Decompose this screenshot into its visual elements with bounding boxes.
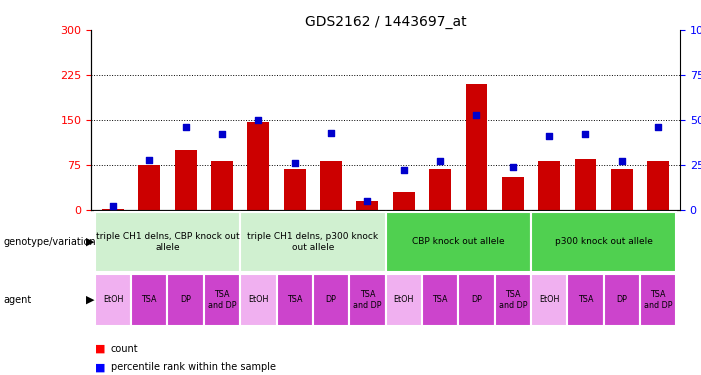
Text: TSA: TSA	[142, 296, 157, 304]
Point	[616, 158, 627, 164]
Point	[435, 158, 446, 164]
Text: ▶: ▶	[86, 295, 95, 305]
Title: GDS2162 / 1443697_at: GDS2162 / 1443697_at	[305, 15, 466, 29]
Bar	[175, 150, 196, 210]
Text: DP: DP	[180, 296, 191, 304]
Text: ▶: ▶	[86, 237, 95, 247]
Bar	[458, 274, 495, 326]
Point	[471, 112, 482, 118]
Text: EtOH: EtOH	[248, 296, 268, 304]
Bar	[276, 274, 313, 326]
Text: CBP knock out allele: CBP knock out allele	[412, 237, 505, 246]
Point	[180, 124, 191, 130]
Bar	[168, 274, 204, 326]
Point	[289, 160, 300, 166]
Text: EtOH: EtOH	[103, 296, 123, 304]
Text: TSA
and DP: TSA and DP	[207, 290, 236, 310]
Bar	[604, 274, 640, 326]
Bar	[211, 161, 233, 210]
Bar	[611, 169, 633, 210]
Text: EtOH: EtOH	[539, 296, 559, 304]
Point	[398, 167, 409, 173]
Bar	[95, 212, 240, 272]
Point	[362, 198, 373, 204]
Text: genotype/variation: genotype/variation	[4, 237, 96, 247]
Text: triple CH1 delns, CBP knock out
allele: triple CH1 delns, CBP knock out allele	[95, 232, 239, 252]
Bar	[240, 274, 276, 326]
Point	[507, 164, 518, 170]
Bar	[422, 274, 458, 326]
Bar	[284, 169, 306, 210]
Text: TSA: TSA	[287, 296, 302, 304]
Bar	[247, 122, 269, 210]
Text: TSA
and DP: TSA and DP	[644, 290, 672, 310]
Bar	[531, 274, 567, 326]
Bar	[357, 201, 379, 210]
Bar	[495, 274, 531, 326]
Text: TSA: TSA	[578, 296, 593, 304]
Text: EtOH: EtOH	[393, 296, 414, 304]
Bar	[502, 177, 524, 210]
Point	[543, 133, 554, 139]
Bar	[313, 274, 349, 326]
Bar	[465, 84, 487, 210]
Point	[253, 117, 264, 123]
Bar	[538, 161, 560, 210]
Bar	[640, 274, 676, 326]
Text: agent: agent	[4, 295, 32, 305]
Bar	[102, 209, 124, 210]
Bar	[204, 274, 240, 326]
Point	[325, 130, 336, 136]
Text: DP: DP	[471, 296, 482, 304]
Bar	[386, 274, 422, 326]
Text: p300 knock out allele: p300 knock out allele	[554, 237, 653, 246]
Text: ■: ■	[95, 363, 105, 372]
Text: TSA
and DP: TSA and DP	[353, 290, 381, 310]
Point	[653, 124, 664, 130]
Text: ■: ■	[95, 344, 105, 354]
Bar	[531, 212, 676, 272]
Bar	[386, 212, 531, 272]
Bar	[429, 169, 451, 210]
Text: triple CH1 delns, p300 knock
out allele: triple CH1 delns, p300 knock out allele	[247, 232, 379, 252]
Point	[107, 203, 118, 209]
Bar	[320, 161, 342, 210]
Text: DP: DP	[616, 296, 627, 304]
Text: TSA
and DP: TSA and DP	[498, 290, 527, 310]
Bar	[138, 165, 161, 210]
Bar	[95, 274, 131, 326]
Point	[580, 131, 591, 137]
Bar	[131, 274, 168, 326]
Bar	[393, 192, 414, 210]
Point	[144, 157, 155, 163]
Text: DP: DP	[325, 296, 336, 304]
Text: percentile rank within the sample: percentile rank within the sample	[111, 363, 275, 372]
Bar	[647, 161, 669, 210]
Text: count: count	[111, 344, 138, 354]
Bar	[349, 274, 386, 326]
Bar	[240, 212, 386, 272]
Bar	[575, 159, 597, 210]
Text: TSA: TSA	[433, 296, 448, 304]
Bar	[567, 274, 604, 326]
Point	[217, 131, 228, 137]
